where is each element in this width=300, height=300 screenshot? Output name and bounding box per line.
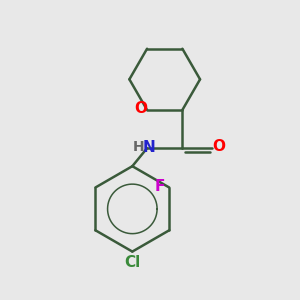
Text: N: N [142, 140, 155, 154]
Text: Cl: Cl [124, 255, 140, 270]
Text: H: H [133, 140, 145, 154]
Text: O: O [212, 139, 225, 154]
Text: F: F [155, 178, 165, 194]
Text: O: O [134, 101, 147, 116]
